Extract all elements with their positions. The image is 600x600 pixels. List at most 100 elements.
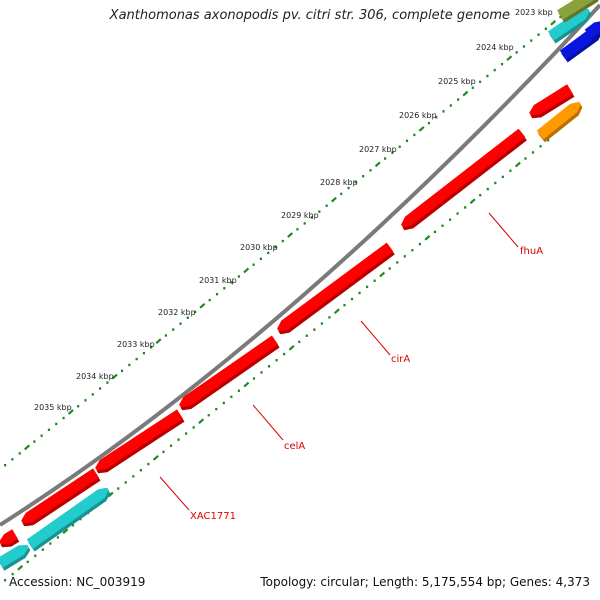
minor-tick — [55, 422, 58, 426]
gene-arrow — [401, 128, 527, 231]
major-tick — [243, 381, 250, 388]
minor-tick — [471, 86, 474, 89]
major-tick — [62, 528, 69, 535]
accession-label: Accession: NC_003919 — [9, 575, 146, 589]
minor-tick — [296, 228, 299, 231]
minor-tick — [177, 438, 180, 441]
minor-tick — [49, 542, 52, 545]
major-tick — [374, 161, 381, 168]
minor-tick — [91, 393, 94, 396]
minor-tick — [259, 257, 262, 260]
major-tick — [243, 267, 250, 274]
minor-tick — [320, 322, 323, 325]
minor-tick — [347, 186, 350, 190]
minor-tick — [237, 275, 241, 278]
gene-arrow — [584, 21, 600, 42]
minor-tick — [418, 242, 421, 246]
minor-tick — [275, 359, 278, 362]
minor-tick — [33, 440, 36, 443]
minor-tick — [456, 212, 459, 215]
minor-tick — [479, 194, 482, 197]
minor-tick — [435, 116, 438, 119]
minor-tick — [350, 297, 354, 301]
minor-tick — [283, 352, 286, 356]
major-tick — [462, 90, 469, 97]
minor-tick — [147, 462, 150, 466]
gene-leader-line — [488, 212, 519, 248]
gene-arrow — [95, 409, 185, 474]
minor-tick — [230, 395, 233, 399]
minor-tick — [124, 481, 127, 484]
gene-arrow — [179, 335, 280, 411]
minor-tick — [303, 222, 306, 225]
minor-tick — [373, 279, 376, 282]
minor-tick — [11, 572, 14, 576]
minor-tick — [362, 175, 365, 178]
major-tick — [514, 161, 521, 168]
gene-arrow — [26, 487, 111, 552]
kbp-tick-label: 2024 kbp — [476, 43, 514, 52]
minor-tick — [486, 74, 489, 78]
minor-tick — [479, 80, 482, 84]
gene-arrow — [0, 544, 31, 571]
minor-tick — [186, 316, 189, 319]
major-tick — [152, 455, 159, 461]
minor-tick — [493, 68, 496, 72]
minor-tick — [403, 255, 406, 258]
minor-tick — [500, 62, 504, 66]
minor-tick — [18, 452, 21, 455]
minor-tick — [413, 133, 416, 137]
minor-tick — [515, 51, 518, 54]
outer-tick-track — [4, 4, 577, 467]
minor-tick — [34, 554, 37, 557]
minor-tick — [47, 428, 51, 432]
minor-tick — [215, 292, 219, 296]
minor-tick — [41, 548, 44, 551]
minor-tick — [537, 33, 540, 36]
minor-tick — [539, 145, 542, 148]
kbp-tick-label: 2026 kbp — [399, 111, 437, 120]
minor-tick — [260, 371, 263, 374]
minor-tick — [150, 346, 153, 349]
minor-tick — [388, 267, 391, 270]
major-tick — [550, 19, 557, 26]
minor-tick — [457, 98, 460, 101]
minor-tick — [405, 139, 409, 143]
kbp-tick-label: 2031 kbp — [199, 276, 237, 285]
genome-backbone — [0, 3, 600, 527]
minor-tick — [369, 169, 372, 172]
minor-tick — [135, 357, 138, 361]
gene-arrow — [557, 0, 599, 23]
minor-tick — [106, 381, 109, 384]
major-tick — [288, 345, 295, 351]
minor-tick — [252, 263, 255, 266]
minor-tick — [40, 434, 43, 437]
minor-tick — [464, 206, 467, 209]
kbp-tick-label: 2025 kbp — [438, 77, 476, 86]
minor-tick — [559, 15, 562, 19]
minor-tick — [354, 180, 357, 184]
minor-tick — [267, 251, 270, 255]
minor-tick — [340, 192, 343, 196]
major-tick — [67, 409, 74, 415]
minor-tick — [223, 287, 226, 290]
minor-tick — [142, 351, 146, 355]
minor-tick — [501, 175, 504, 179]
minor-tick — [192, 426, 195, 429]
minor-tick — [169, 444, 173, 447]
minor-tick — [4, 579, 7, 582]
minor-tick — [391, 151, 394, 154]
minor-tick — [62, 416, 65, 420]
minor-tick — [56, 536, 59, 539]
major-tick — [424, 235, 431, 241]
kbp-tick-label: 2032 kbp — [158, 308, 196, 317]
kbp-tick-label: 2023 kbp — [515, 8, 553, 17]
major-tick — [24, 444, 30, 451]
minor-tick — [71, 524, 75, 527]
minor-tick — [427, 121, 431, 125]
minor-tick — [267, 365, 271, 368]
gene-label: cirA — [391, 354, 410, 365]
minor-tick — [164, 334, 167, 337]
minor-tick — [547, 139, 550, 142]
